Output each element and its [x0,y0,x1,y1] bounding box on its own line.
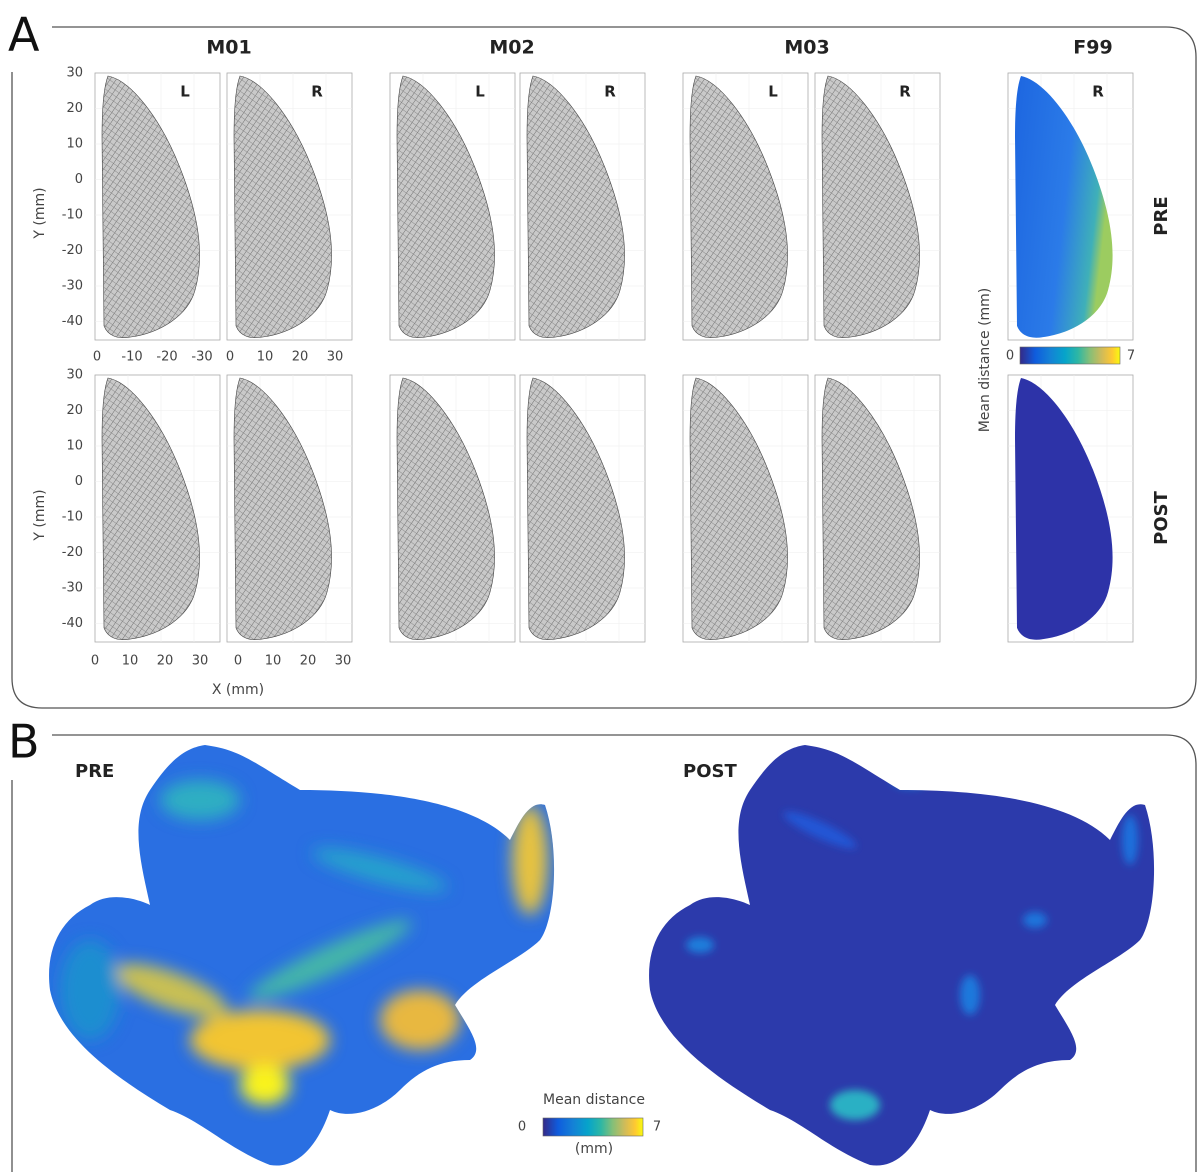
y-tick-label: -40 [62,314,83,329]
x-tick-label: 10 [265,654,282,669]
y-tick-label: 0 [75,172,83,187]
y-tick-label: 30 [66,66,83,81]
panel-a: M01 L R M02 L R M03 L R F99 R 30 20 10 0 -10 -20 -30 -40 Y … [32,37,1172,699]
x-tick-label: 10 [122,654,139,669]
y-tick-label: 10 [66,137,83,152]
panel-label: A [8,8,40,62]
side-label: R [311,83,323,101]
row-label: PRE [1151,196,1172,235]
x-tick-label: 10 [257,350,274,365]
y-tick-label: 30 [66,368,83,383]
column-title: M02 [489,37,534,59]
column-title: M01 [206,37,251,59]
x-tick-label: -30 [191,350,212,365]
y-axis-label: Y (mm) [32,187,48,239]
column-title: F99 [1073,37,1112,59]
y-tick-label: -10 [62,208,83,223]
y-tick-label: -40 [62,616,83,631]
x-tick-label: 0 [226,350,234,365]
x-tick-label: 0 [234,654,242,669]
map-title: POST [683,761,737,782]
y-tick-label: -20 [62,243,83,258]
side-label: L [768,83,778,101]
y-tick-label: 0 [75,474,83,489]
colorbar-max: 7 [1127,349,1135,364]
x-tick-label: 20 [300,654,317,669]
side-label: L [475,83,485,101]
x-tick-label: -20 [156,350,177,365]
colorbar-label: Mean distance (mm) [977,288,993,433]
x-tick-label: 30 [192,654,209,669]
colorbar [1019,346,1121,365]
y-tick-label: 20 [66,403,83,418]
y-axis-label: Y (mm) [32,489,48,541]
flatmap-pre [49,745,555,1166]
x-tick-label: 30 [327,350,344,365]
y-tick-label: -30 [62,279,83,294]
y-tick-label: 10 [66,439,83,454]
x-tick-label: 20 [157,654,174,669]
colorbar-unit: (mm) [575,1141,613,1157]
map-title: PRE [75,761,114,782]
flatmap-post [649,745,1155,1166]
side-label: R [1092,83,1104,101]
colorbar-label: Mean distance [543,1092,645,1108]
x-tick-label: -10 [121,350,142,365]
colorbar-min: 0 [518,1120,526,1135]
colorbar [542,1117,644,1137]
colorbar-max: 7 [653,1120,661,1135]
x-tick-label: 30 [335,654,352,669]
x-tick-label: 0 [93,350,101,365]
side-label: R [604,83,616,101]
panel-label: B [8,715,40,769]
colorbar-min: 0 [1006,349,1014,364]
panel-a-frame [11,26,1197,709]
y-tick-label: -10 [62,510,83,525]
y-tick-label: -20 [62,545,83,560]
panel-b-frame [11,734,1197,1172]
side-label: L [180,83,190,101]
y-tick-label: -30 [62,581,83,596]
x-axis-label: X (mm) [212,682,264,698]
side-label: R [899,83,911,101]
y-tick-label: 20 [66,101,83,116]
column-title: M03 [784,37,829,59]
x-tick-label: 20 [292,350,309,365]
row-label: POST [1151,490,1172,544]
x-tick-label: 0 [91,654,99,669]
